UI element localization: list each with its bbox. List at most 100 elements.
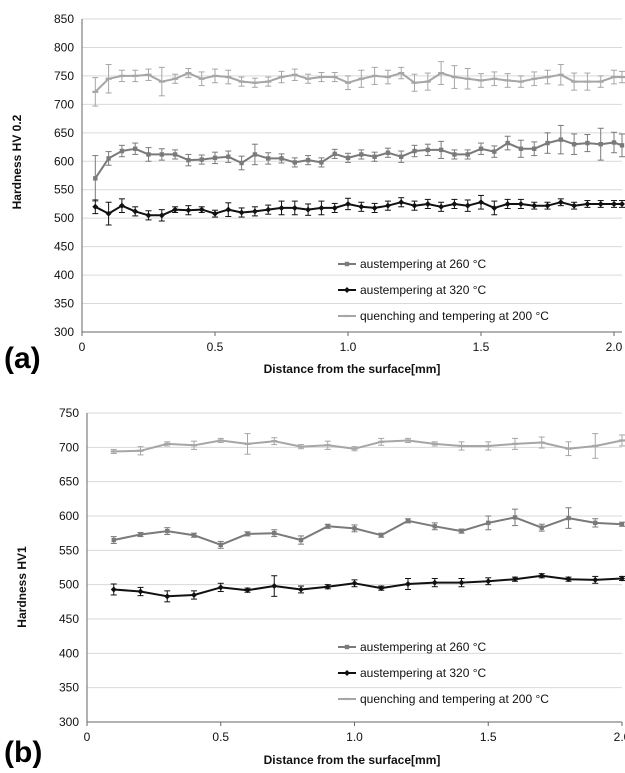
panel-a-data-point	[252, 152, 258, 157]
panel-b-legend-entry-1: austempering at 320 °C	[338, 666, 487, 680]
panel-b-data-point	[432, 524, 437, 529]
panel-b-data-point	[431, 579, 438, 586]
panel-a-data-point	[331, 204, 338, 211]
panel-b-data-point	[512, 576, 518, 583]
panel-a-data-point	[385, 150, 391, 155]
panel-b-x-tick-label: 0	[84, 730, 91, 744]
panel-b-data-point	[245, 531, 250, 537]
panel-b-y-tick-label: 750	[59, 406, 79, 420]
panel-a-data-point	[266, 156, 271, 161]
panel-a-axes	[81, 19, 622, 336]
panel-a-data-point	[557, 199, 564, 206]
panel-a-x-tick-label: 1.5	[473, 340, 490, 354]
panel-a-data-point	[412, 148, 417, 154]
panel-b-y-tick-label: 300	[59, 715, 79, 729]
panel-a-y-tick-label: 450	[54, 240, 74, 254]
panel-a-data-point	[278, 204, 285, 211]
panel-a-series-1	[92, 194, 625, 226]
panel-a-data-point	[611, 140, 617, 145]
panel-b-legend-label: austempering at 260 °C	[360, 640, 487, 654]
panel-b-y-tick-label: 350	[59, 681, 79, 695]
panel-a-y-tick-label: 550	[54, 183, 74, 197]
panel-b-data-point	[271, 583, 278, 590]
panel-b-legend: austempering at 260 °C austempering at 32…	[338, 640, 549, 706]
panel-a-data-point	[172, 152, 178, 157]
panel-a-data-point	[611, 200, 618, 207]
panel-a-legend-label: quenching and tempering at 200 °C	[360, 309, 549, 323]
panel-a-data-point	[478, 199, 485, 206]
panel-a-legend: austempering at 260 °C austempering at 32…	[338, 257, 549, 323]
panel-a-data-point	[438, 147, 444, 153]
panel-b-y-tick-labels: 300 350 400 450 500 550 600 650 700 750	[59, 406, 79, 729]
panel-a-data-point	[451, 200, 458, 207]
panel-a-data-point	[291, 204, 298, 211]
panel-a-y-tick-label: 850	[54, 12, 74, 26]
panel-a-grid	[82, 18, 622, 333]
panel-a-data-point	[251, 208, 258, 215]
panel-b-x-tick-labels: 0 0.5 1.0 1.5 2.0	[84, 730, 625, 744]
panel-b-data-point	[164, 593, 171, 600]
panel-b-x-tick-label: 1.5	[480, 730, 497, 744]
panel-b-data-point	[619, 575, 625, 582]
panel-a-data-point	[199, 157, 204, 162]
panel-a-data-point	[345, 200, 352, 207]
panel-a-data-point	[319, 160, 324, 165]
panel-a-y-tick-label: 400	[54, 268, 74, 282]
panel-a-legend-label: austempering at 320 °C	[360, 283, 487, 297]
panel-a-data-point	[505, 140, 510, 146]
panel-a-legend-entry-0: austempering at 260 °C	[338, 257, 487, 271]
panel-b-data-point	[459, 528, 464, 534]
panel-a-data-point	[492, 149, 497, 154]
panel-a-legend-entry-1: austempering at 320 °C	[338, 283, 487, 297]
panel-a-x-tick-label: 0.5	[207, 340, 224, 354]
panel-b-data-point	[566, 515, 571, 521]
panel-b-legend-label: austempering at 320 °C	[360, 666, 487, 680]
panel-a-chart: 300 350 400 450 500 550 600 650 700 750 800 850 0 0.…	[4, 12, 625, 376]
panel-a-data-point	[318, 204, 325, 211]
panel-b-grid	[87, 412, 622, 723]
panel-a-data-point	[186, 157, 191, 163]
panel-a-data-point	[212, 155, 218, 161]
panel-b-x-tick-label: 0.5	[212, 730, 229, 744]
panel-a-legend-label: austempering at 260 °C	[360, 257, 487, 271]
panel-a-series-0	[92, 124, 625, 202]
panel-a-data-point	[491, 204, 498, 211]
panel-b-data-point	[218, 542, 223, 548]
panel-a-y-tick-label: 600	[54, 154, 74, 168]
panel-b-data-point	[137, 588, 144, 595]
panel-a-data-point	[465, 152, 470, 157]
panel-b-data-point	[538, 572, 545, 579]
panel-a-data-point	[399, 154, 404, 159]
panel-a-data-point	[265, 206, 272, 213]
panel-a-y-tick-label: 700	[54, 97, 74, 111]
panel-b-data-point	[486, 520, 491, 526]
panel-a-y-tick-label: 300	[54, 325, 74, 339]
panel-b-data-point	[379, 533, 384, 538]
panel-b-x-tick-label: 2.0	[614, 730, 625, 744]
panel-a-y-tick-label: 500	[54, 211, 74, 225]
panel-a-data-point	[571, 202, 578, 209]
panel-a-y-tick-label: 800	[54, 40, 74, 54]
panel-a-data-point	[172, 206, 179, 213]
panel-b-axes	[86, 413, 623, 726]
panel-b-data-point	[111, 537, 116, 543]
panel-b-series-1	[110, 572, 625, 603]
panel-a-data-point	[584, 200, 591, 207]
panel-a-data-point	[305, 157, 311, 163]
panel-a-data-point	[545, 140, 550, 146]
panel-a-data-point	[292, 160, 298, 165]
panel-a-series	[92, 61, 625, 226]
panel-a-data-point	[105, 210, 112, 217]
panel-a-data-point	[597, 200, 604, 207]
panel-a-data-point	[332, 151, 337, 157]
panel-a-data-point	[531, 202, 538, 209]
panel-a-data-point	[305, 206, 312, 213]
panel-b-series-0	[110, 507, 625, 549]
panel-a-data-point	[93, 176, 98, 181]
panel-b-y-axis-label: Hardness HV1	[15, 546, 29, 628]
panel-a-data-point	[226, 154, 231, 159]
panel-a-y-tick-label: 750	[54, 69, 74, 83]
panel-a-data-point	[185, 207, 192, 214]
panel-a-y-tick-label: 350	[54, 297, 74, 311]
